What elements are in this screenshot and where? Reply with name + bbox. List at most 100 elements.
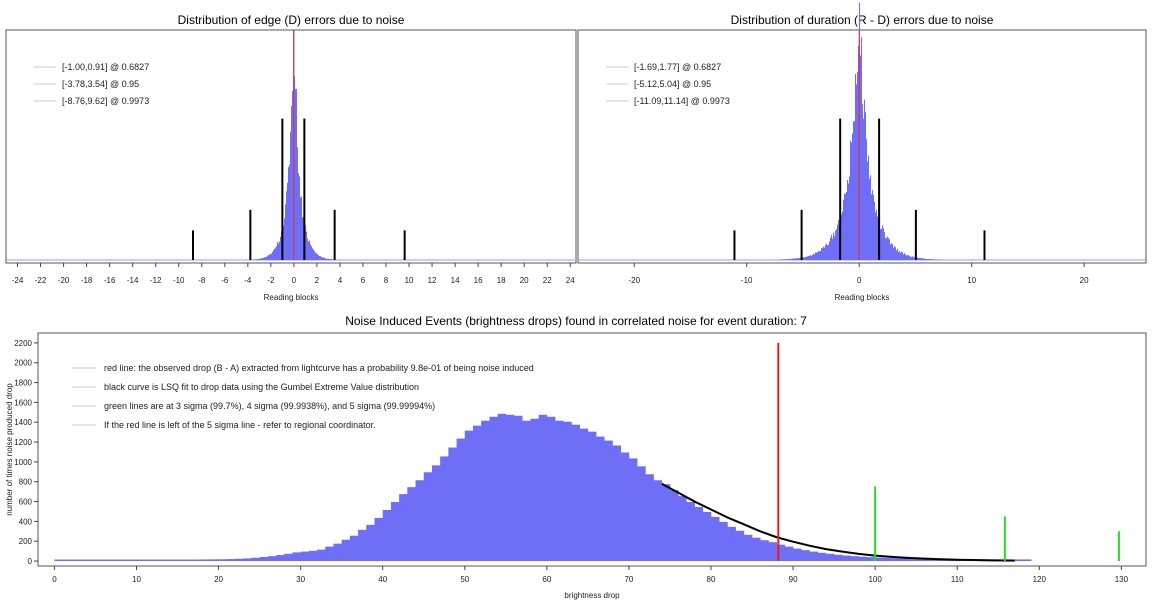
x-tick-label: -10 xyxy=(173,276,185,285)
histogram-bar xyxy=(925,258,927,260)
x-tick-label: -18 xyxy=(81,276,93,285)
histogram-bar xyxy=(923,258,925,260)
histogram-bar xyxy=(806,256,808,260)
histogram-bar xyxy=(906,255,908,260)
histogram-bar xyxy=(797,258,799,260)
histogram-bar xyxy=(781,259,783,260)
histogram-bar xyxy=(719,521,728,562)
histogram-bar xyxy=(917,257,919,260)
histogram-bar xyxy=(587,431,597,562)
x-tick-label: 20 xyxy=(1080,276,1089,285)
histogram-bar xyxy=(136,559,145,562)
histogram-bar xyxy=(262,258,264,260)
histogram-bar xyxy=(882,225,884,260)
histogram-bar xyxy=(819,251,821,260)
histogram-bar xyxy=(822,248,824,260)
histogram-bar xyxy=(645,474,654,562)
histogram-bar xyxy=(883,228,885,260)
histogram-bar xyxy=(546,416,556,562)
histogram-bar xyxy=(800,257,802,260)
histogram-bar xyxy=(752,537,761,562)
histogram-bar xyxy=(702,511,712,562)
histogram-bar xyxy=(880,229,882,260)
histogram-bar xyxy=(264,257,266,260)
histogram-bar xyxy=(790,259,792,260)
histogram-bar xyxy=(827,245,829,260)
histogram-bar xyxy=(911,256,913,260)
histogram-bar xyxy=(291,106,293,260)
histogram-bar xyxy=(325,258,327,260)
histogram-bar xyxy=(861,37,863,260)
histogram-bar xyxy=(265,257,267,260)
histogram-bar xyxy=(929,258,931,260)
x-tick-label: 80 xyxy=(707,575,716,584)
histogram-bar xyxy=(888,237,890,260)
histogram-bar xyxy=(313,249,315,260)
histogram-bar xyxy=(841,214,843,260)
histogram-bar xyxy=(832,238,834,260)
x-tick-label: 100 xyxy=(868,575,882,584)
chart-2-x-axis-label: Reading blocks xyxy=(835,293,890,302)
histogram-bar xyxy=(152,559,162,562)
histogram-bar xyxy=(308,241,310,260)
histogram-bar xyxy=(809,255,811,260)
histogram-bar xyxy=(309,240,311,260)
histogram-bar xyxy=(791,258,793,260)
histogram-bar xyxy=(818,251,820,260)
histogram-bar xyxy=(919,257,921,260)
histogram-bar xyxy=(260,258,262,260)
histogram-bar xyxy=(897,248,899,260)
histogram-bar xyxy=(103,559,113,562)
histogram-bar xyxy=(875,212,877,260)
histogram-bar xyxy=(874,202,876,260)
histogram-bar xyxy=(193,559,203,562)
x-tick-label: 10 xyxy=(405,276,414,285)
histogram-bar xyxy=(804,257,806,260)
histogram-bar xyxy=(571,424,580,562)
histogram-bar xyxy=(95,559,104,562)
histogram-bar xyxy=(289,164,291,260)
histogram-bar xyxy=(489,416,498,562)
histogram-bar xyxy=(901,251,903,260)
legend-entry: [-8.76,9.62] @ 0.9973 xyxy=(62,96,149,106)
histogram-bar xyxy=(307,238,309,260)
histogram-bar xyxy=(226,559,236,562)
y-tick-label: 200 xyxy=(19,537,33,546)
histogram-bar xyxy=(868,155,870,260)
x-tick-label: -12 xyxy=(150,276,162,285)
histogram-bar xyxy=(776,544,786,562)
histogram-bar xyxy=(448,447,457,562)
x-tick-label: 110 xyxy=(951,575,964,584)
histogram-bar xyxy=(120,559,129,562)
histogram-bar xyxy=(144,559,154,562)
histogram-bar xyxy=(292,552,301,562)
histogram-bar xyxy=(930,259,932,260)
histogram-bar xyxy=(284,553,293,562)
y-tick-label: 1400 xyxy=(14,418,32,427)
y-tick-label: 600 xyxy=(19,498,33,507)
histogram-bar xyxy=(277,242,279,260)
histogram-bar xyxy=(858,45,860,261)
histogram-bar xyxy=(935,259,937,260)
x-tick-label: 10 xyxy=(967,276,976,285)
x-tick-label: -20 xyxy=(58,276,70,285)
histogram-bar xyxy=(846,191,848,260)
histogram-bar xyxy=(817,252,819,260)
histogram-bar xyxy=(837,224,839,260)
x-tick-label: 60 xyxy=(542,575,551,584)
legend-entry: [-5.12,5.04] @ 0.95 xyxy=(634,79,711,89)
histogram-bar xyxy=(830,237,832,260)
histogram-bar xyxy=(900,252,902,260)
histogram-bar xyxy=(268,255,270,260)
histogram-bar xyxy=(816,252,818,260)
histogram-bar xyxy=(311,246,313,260)
histogram-bar xyxy=(202,559,211,562)
histogram-bar xyxy=(924,558,933,562)
x-tick-label: -10 xyxy=(741,276,753,285)
histogram-bar xyxy=(899,251,901,260)
histogram-bar xyxy=(824,247,826,260)
histogram-bar xyxy=(257,259,259,260)
histogram-bar xyxy=(918,258,920,260)
histogram-bar xyxy=(292,90,294,260)
histogram-bar xyxy=(933,259,935,260)
